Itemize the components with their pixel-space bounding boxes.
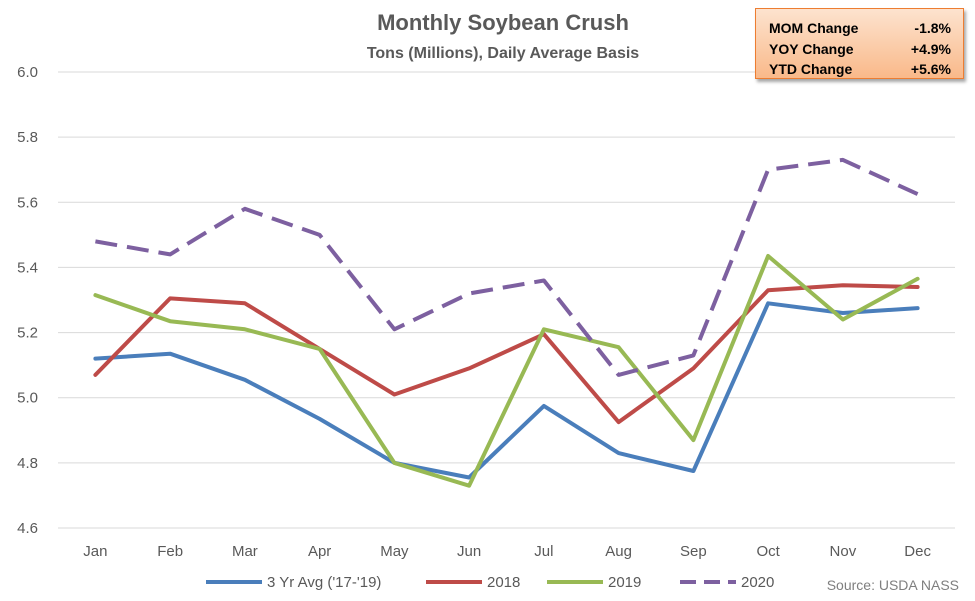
x-tick-label: Nov: [830, 543, 857, 560]
y-axis-ticks: 4.6 4.8 5.0 5.2 5.4 5.6 5.8 6.0: [17, 64, 38, 537]
x-tick-label: Jul: [534, 543, 553, 560]
y-tick-label: 5.0: [17, 390, 38, 407]
y-tick-label: 5.4: [17, 259, 38, 276]
change-stats-box: MOM Change -1.8% YOY Change +4.9% YTD Ch…: [755, 8, 964, 79]
y-tick-label: 4.6: [17, 520, 38, 537]
legend: 3 Yr Avg ('17-'19) 2018 2019 2020: [206, 574, 774, 591]
x-tick-label: Dec: [904, 543, 931, 560]
y-tick-label: 5.8: [17, 129, 38, 146]
series-lines: [93, 157, 920, 488]
stat-value: +5.6%: [910, 61, 951, 77]
x-tick-label: Oct: [756, 543, 780, 560]
x-axis-ticks: Jan Feb Mar Apr May Jun Jul Aug Sep Oct Nov Dec: [83, 543, 931, 560]
source-note: Source: USDA NASS: [827, 577, 959, 593]
series-line-3-yr-avg-17-19: [93, 301, 920, 480]
x-tick-label: May: [380, 543, 409, 560]
legend-label: 2020: [741, 574, 774, 591]
y-tick-label: 4.8: [17, 455, 38, 472]
x-tick-label: Mar: [232, 543, 258, 560]
y-tick-label: 5.6: [17, 194, 38, 211]
x-tick-label: Jun: [457, 543, 481, 560]
grid-lines: [58, 71, 955, 529]
stat-row-mom: MOM Change -1.8%: [769, 18, 951, 39]
chart-title: Monthly Soybean Crush: [377, 10, 629, 35]
x-tick-label: Apr: [308, 543, 331, 560]
stat-label: MOM Change: [769, 20, 859, 36]
stat-value: -1.8%: [914, 20, 951, 36]
series-line-2020: [95, 157, 919, 377]
stat-value: +4.9%: [910, 40, 951, 57]
x-tick-label: Feb: [157, 543, 183, 560]
y-tick-label: 6.0: [17, 64, 38, 81]
y-tick-label: 5.2: [17, 325, 38, 342]
series-line-2019: [93, 254, 920, 488]
legend-label: 2018: [487, 574, 520, 591]
legend-label: 3 Yr Avg ('17-'19): [267, 574, 381, 591]
legend-label: 2019: [608, 574, 641, 591]
x-tick-label: Sep: [680, 543, 707, 560]
stat-row-ytd: YTD Change +5.6%: [769, 59, 951, 80]
stat-label: YOY Change: [769, 40, 854, 57]
stat-label: YTD Change: [769, 61, 853, 77]
x-tick-label: Aug: [605, 543, 632, 560]
x-tick-label: Jan: [83, 543, 107, 560]
chart-subtitle: Tons (Millions), Daily Average Basis: [367, 45, 639, 62]
stat-row-yoy: YOY Change +4.9%: [769, 39, 951, 60]
series-line-2018: [93, 283, 920, 425]
